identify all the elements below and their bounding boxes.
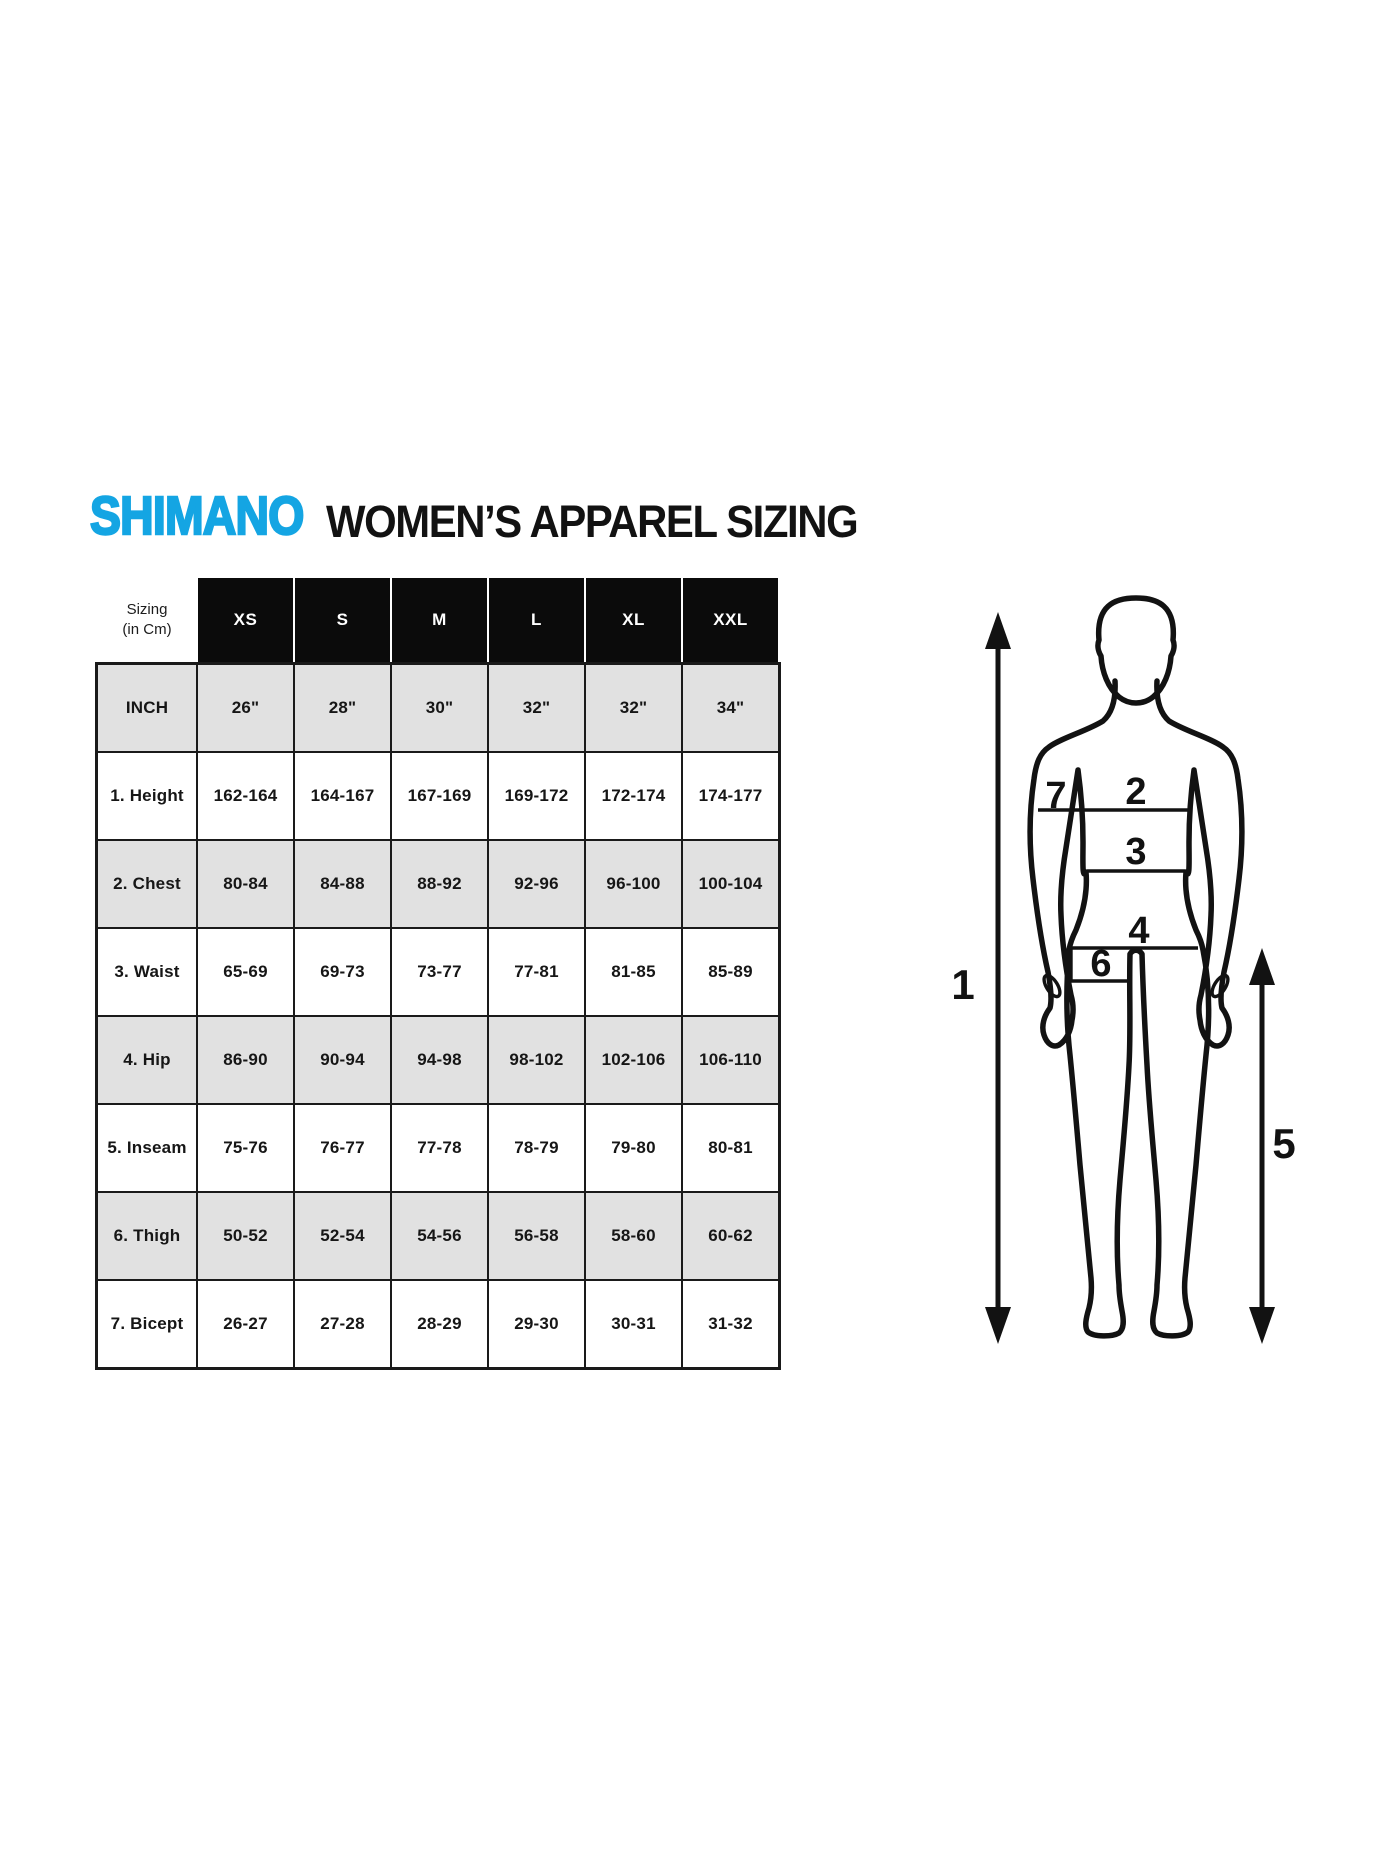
column-header-m: M (392, 578, 487, 662)
figure-body-outline (1027, 678, 1245, 1339)
size-value-cell: 169-172 (489, 753, 584, 839)
size-value-cell: 94-98 (392, 1017, 487, 1103)
size-value-cell: 26" (198, 665, 293, 751)
size-value-cell: 31-32 (683, 1281, 778, 1367)
size-value-cell: 80-84 (198, 841, 293, 927)
size-value-cell: 73-77 (392, 929, 487, 1015)
size-value-cell: 52-54 (295, 1193, 390, 1279)
row-label: INCH (98, 665, 196, 751)
size-value-cell: 100-104 (683, 841, 778, 927)
figure-label-hip: 4 (1128, 910, 1149, 952)
size-value-cell: 50-52 (198, 1193, 293, 1279)
size-value-cell: 34" (683, 665, 778, 751)
inseam-arrow-top-icon (1249, 948, 1275, 985)
figure-label-height: 1 (951, 961, 974, 1008)
figure-head-outline (1095, 595, 1177, 706)
size-value-cell: 76-77 (295, 1105, 390, 1191)
row-label: 1. Height (98, 753, 196, 839)
size-value-cell: 90-94 (295, 1017, 390, 1103)
size-value-cell: 88-92 (392, 841, 487, 927)
size-value-cell: 77-81 (489, 929, 584, 1015)
row-label: 5. Inseam (98, 1105, 196, 1191)
figure-label-thigh: 6 (1090, 943, 1111, 985)
size-value-cell: 65-69 (198, 929, 293, 1015)
size-value-cell: 29-30 (489, 1281, 584, 1367)
size-value-cell: 164-167 (295, 753, 390, 839)
size-value-cell: 60-62 (683, 1193, 778, 1279)
size-value-cell: 106-110 (683, 1017, 778, 1103)
size-value-cell: 162-164 (198, 753, 293, 839)
size-value-cell: 102-106 (586, 1017, 681, 1103)
size-value-cell: 174-177 (683, 753, 778, 839)
size-value-cell: 30" (392, 665, 487, 751)
page-title: WOMEN’S APPAREL SIZING (326, 496, 859, 547)
height-arrow-top-icon (985, 612, 1011, 649)
column-header-l: L (489, 578, 584, 662)
size-value-cell: 80-81 (683, 1105, 778, 1191)
size-value-cell: 69-73 (295, 929, 390, 1015)
inseam-arrow-bottom-icon (1249, 1307, 1275, 1344)
figure-label-chest: 2 (1125, 771, 1146, 813)
size-value-cell: 75-76 (198, 1105, 293, 1191)
measurement-figure: 1 2 3 4 5 6 7 (951, 595, 1296, 1344)
size-value-cell: 58-60 (586, 1193, 681, 1279)
left-thumb-icon (1042, 973, 1062, 999)
size-value-cell: 28" (295, 665, 390, 751)
column-header-xxl: XXL (683, 578, 778, 662)
corner-label: Sizing (in Cm) (122, 600, 172, 638)
size-value-cell: 27-28 (295, 1281, 390, 1367)
size-value-cell: 85-89 (683, 929, 778, 1015)
row-label: 6. Thigh (98, 1193, 196, 1279)
thigh-bracket-line (1069, 948, 1131, 983)
right-thumb-icon (1210, 973, 1230, 999)
size-value-cell: 92-96 (489, 841, 584, 927)
height-arrow-bottom-icon (985, 1307, 1011, 1344)
figure-label-waist: 3 (1125, 831, 1146, 873)
size-value-cell: 32" (489, 665, 584, 751)
row-label: 2. Chest (98, 841, 196, 927)
row-label: 7. Bicept (98, 1281, 196, 1367)
row-label: 3. Waist (98, 929, 196, 1015)
size-value-cell: 98-102 (489, 1017, 584, 1103)
column-header-xs: XS (198, 578, 293, 662)
size-value-cell: 77-78 (392, 1105, 487, 1191)
size-table-header: Sizing (in Cm) XS S M L XL XXL (95, 578, 781, 662)
shimano-logo: SHIMANO (89, 486, 305, 547)
size-value-cell: 56-58 (489, 1193, 584, 1279)
size-value-cell: 81-85 (586, 929, 681, 1015)
size-value-cell: 30-31 (586, 1281, 681, 1367)
column-header-s: S (295, 578, 390, 662)
size-value-cell: 172-174 (586, 753, 681, 839)
size-value-cell: 96-100 (586, 841, 681, 927)
size-value-cell: 28-29 (392, 1281, 487, 1367)
column-header-xl: XL (586, 578, 681, 662)
size-table: Sizing (in Cm) XS S M L XL XXL INCH 26" 28… (95, 578, 781, 1370)
figure-label-bicept: 7 (1045, 775, 1066, 817)
size-value-cell: 78-79 (489, 1105, 584, 1191)
size-value-cell: 84-88 (295, 841, 390, 927)
size-value-cell: 79-80 (586, 1105, 681, 1191)
size-value-cell: 26-27 (198, 1281, 293, 1367)
size-value-cell: 167-169 (392, 753, 487, 839)
size-value-cell: 32" (586, 665, 681, 751)
figure-label-inseam: 5 (1272, 1120, 1295, 1167)
row-label: 4. Hip (98, 1017, 196, 1103)
size-value-cell: 86-90 (198, 1017, 293, 1103)
size-value-cell: 54-56 (392, 1193, 487, 1279)
size-table-body: INCH 26" 28" 30" 32" 32" 34" 1. Height 162-164 16… (95, 662, 781, 1370)
